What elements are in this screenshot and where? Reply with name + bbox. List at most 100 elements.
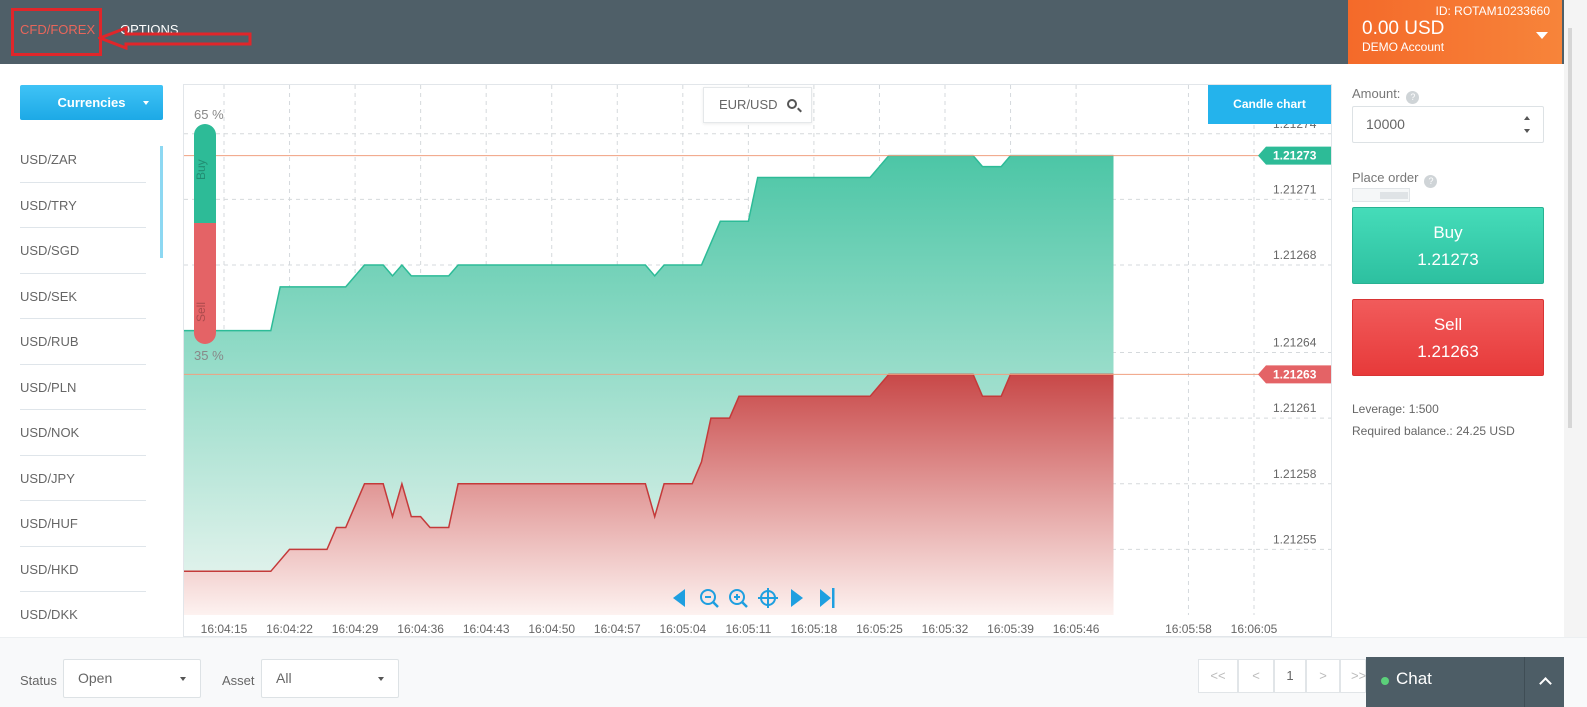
zoom-in-lens [729,589,745,605]
place-order-toggle[interactable] [1352,188,1410,202]
currency-item[interactable]: USD/RUB [20,319,146,365]
y-tick-label: 1.21271 [1273,182,1317,196]
currencies-label: Currencies [57,95,126,110]
x-tick-label: 16:05:46 [1053,622,1100,636]
skip-end-icon[interactable] [820,588,835,608]
price-tag-label: 1.21263 [1273,367,1317,381]
pagination-last[interactable]: >> [1340,659,1366,693]
currency-item[interactable]: USD/HKD [20,547,146,592]
price-tag [1258,146,1331,165]
zoom-out-icon[interactable] [700,589,719,608]
chat-divider [1524,657,1525,707]
page-scrollbar[interactable] [1564,0,1587,640]
top-bar: CFD/FOREX OPTIONS ID: ROTAM10233660 0.00… [0,0,1587,64]
help-icon[interactable]: ? [1424,175,1438,188]
account-id: ID: ROTAM10233660 [1435,4,1551,18]
x-tick-label: 16:05:25 [856,622,903,636]
pagination-current[interactable]: 1 [1274,659,1306,693]
tab-cfd-forex[interactable]: CFD/FOREX [20,22,96,37]
zoom-in-icon[interactable] [729,589,748,608]
currency-item[interactable]: USD/PLN [20,365,146,410]
page-scrollbar-thumb[interactable] [1568,28,1572,428]
y-tick-label: 1.21264 [1273,336,1317,350]
asset-select-value: All [276,670,292,686]
sell-sentiment-percent: 35 % [194,348,224,363]
caret-down-icon [378,677,384,681]
currencies-dropdown[interactable]: Currencies [20,85,163,120]
amount-label: Amount:? [1352,86,1420,104]
stepper-down-icon[interactable] [1524,129,1530,133]
currency-item[interactable]: USD/NOK [20,410,146,456]
search-icon[interactable] [787,99,797,109]
x-tick-label: 16:05:32 [922,622,969,636]
arrow-right-icon[interactable] [791,589,803,607]
chevron-down-icon[interactable] [1536,32,1548,39]
pagination-next[interactable]: > [1306,659,1340,693]
currency-item[interactable]: USD/DKK [20,592,146,638]
currency-item[interactable]: USD/JPY [20,456,146,501]
currency-item[interactable]: USD/SGD [20,228,146,274]
crosshair-icon[interactable] [758,588,778,608]
online-status-icon [1381,677,1389,685]
currency-list: USD/ZAR USD/TRY USD/SGD USD/SEK USD/RUB … [20,137,146,638]
price-tag [1258,365,1331,384]
x-tick-label: 16:04:57 [594,622,641,636]
x-tick-label: 16:05:18 [791,622,838,636]
sell-button-price: 1.21263 [1417,342,1479,361]
buy-button-price: 1.21273 [1417,250,1479,269]
x-tick-label: 16:06:05 [1231,622,1278,636]
pagination-first[interactable]: << [1198,659,1238,693]
status-select[interactable]: Open [63,659,201,698]
buy-sentiment-percent: 65 % [194,107,224,122]
stepper-up-icon[interactable] [1524,116,1530,120]
sell-button[interactable]: Sell 1.21263 [1352,299,1544,376]
symbol-search[interactable]: EUR/USD [703,87,812,123]
currency-item[interactable]: USD/HUF [20,501,146,547]
x-tick-label: 16:04:15 [201,622,248,636]
currency-item[interactable]: USD/TRY [20,183,146,228]
required-balance-info: Required balance.: 24.25 USD [1352,424,1515,438]
zoom-out-lens [700,589,716,605]
highlight-arrow-icon [98,26,252,50]
arrow-right-shape [791,589,803,607]
amount-label-text: Amount: [1352,86,1401,101]
price-chart[interactable]: 16:04:15 16:04:22 16:04:29 16:04:36 16:04:43… [183,84,1332,637]
arrow-left-icon[interactable] [673,589,685,607]
toggle-knob[interactable] [1380,192,1408,199]
x-tick-label: 16:04:29 [332,622,379,636]
currency-list-scrollbar[interactable] [160,146,163,258]
x-tick-label: 16:05:58 [1165,622,1212,636]
x-tick-label: 16:04:50 [528,622,575,636]
status-select-value: Open [78,670,113,686]
candle-chart-button[interactable]: Candle chart [1208,85,1331,124]
highlight-box [11,8,102,56]
currency-item[interactable]: USD/SEK [20,274,146,319]
symbol-label: EUR/USD [719,97,778,112]
amount-input[interactable]: 10000 [1352,106,1544,143]
buy-button[interactable]: Buy 1.21273 [1352,207,1544,284]
x-tick-label: 16:05:04 [659,622,706,636]
asset-select[interactable]: All [261,659,399,698]
help-icon[interactable]: ? [1406,91,1420,104]
skip-end-arrow [820,589,831,607]
buy-button-label: Buy [1433,223,1463,242]
sentiment-buy-segment [194,124,216,223]
status-filter-label: Status [20,673,57,688]
sentiment-buy-label: Buy [194,159,208,181]
currency-item[interactable]: USD/ZAR [20,137,146,183]
leverage-info: Leverage: 1:500 [1352,402,1439,416]
chat-widget[interactable]: Chat [1366,657,1564,707]
chevron-up-icon[interactable] [1539,677,1552,690]
amount-value: 10000 [1366,116,1405,132]
account-menu[interactable]: ID: ROTAM10233660 0.00 USD DEMO Account [1348,0,1562,64]
chart-canvas[interactable]: 16:04:15 16:04:22 16:04:29 16:04:36 16:04:43… [184,85,1332,637]
pagination-prev[interactable]: < [1238,659,1274,693]
sentiment-sell-label: Sell [194,302,208,323]
x-tick-label: 16:04:43 [463,622,510,636]
y-tick-label: 1.21268 [1273,248,1317,262]
chat-label: Chat [1396,669,1432,688]
y-tick-label: 1.21261 [1273,401,1317,415]
zoom-out-handle [712,601,719,608]
y-tick-label: 1.21258 [1273,467,1317,481]
zoom-in-handle [741,601,748,608]
